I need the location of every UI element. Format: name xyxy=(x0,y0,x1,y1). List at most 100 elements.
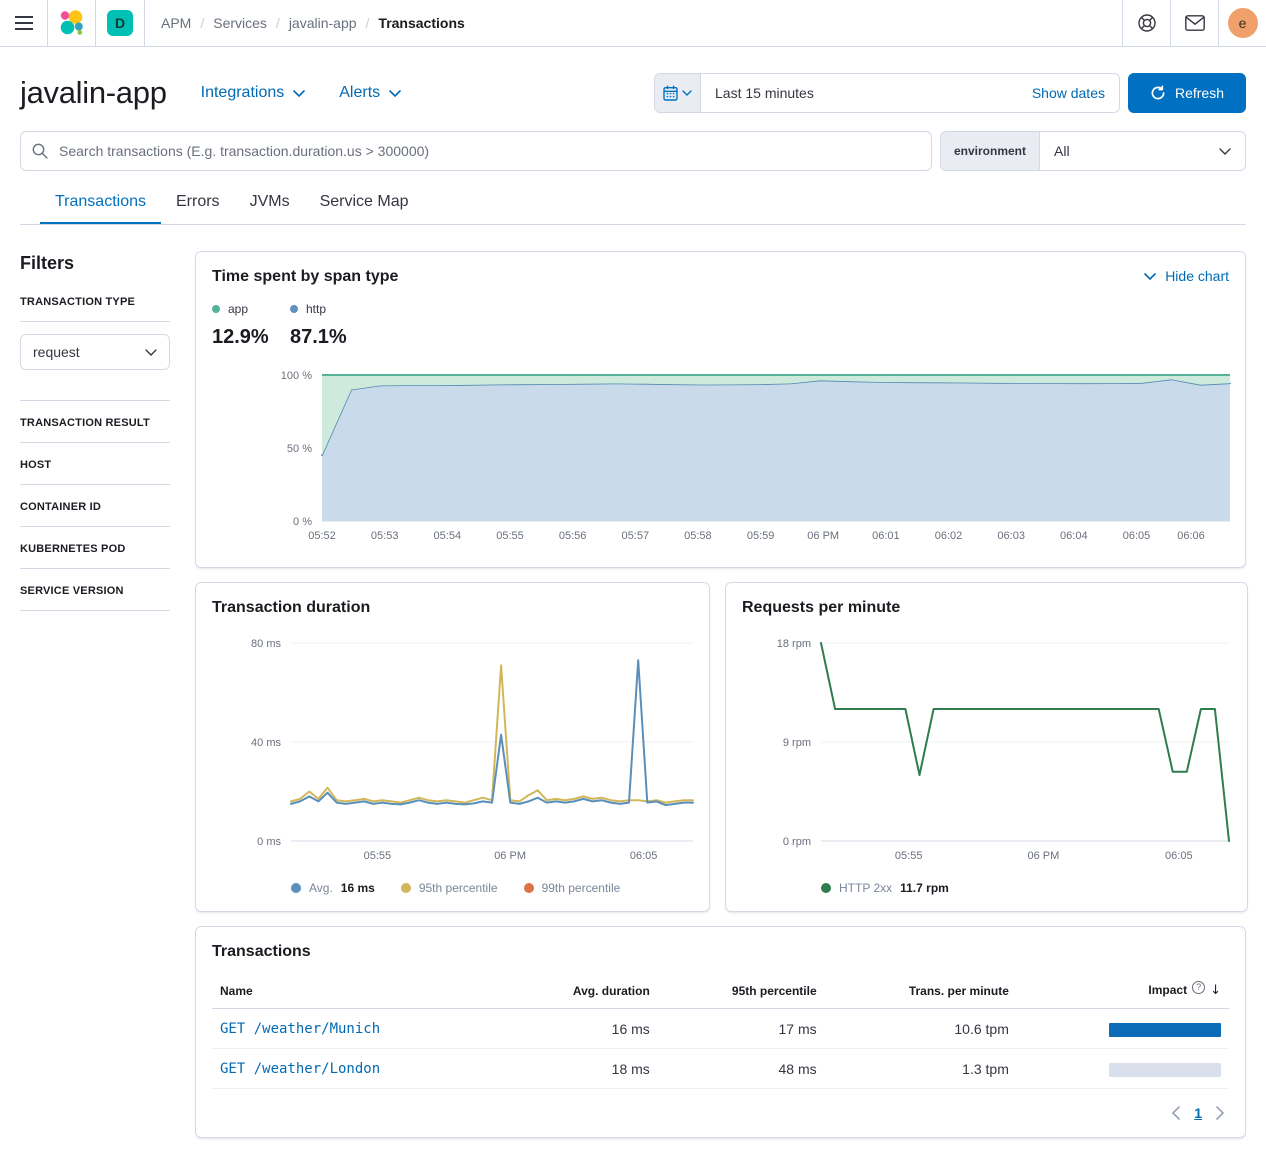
svg-text:05:53: 05:53 xyxy=(371,530,399,542)
previous-page-button[interactable] xyxy=(1171,1106,1180,1120)
svg-text:80 ms: 80 ms xyxy=(251,638,281,650)
elastic-logo-icon xyxy=(58,9,86,37)
filter-label-host[interactable]: HOST xyxy=(20,459,170,471)
filter-label-kubernetes-pod[interactable]: KUBERNETES POD xyxy=(20,543,170,555)
local-filters-sidebar: Filters TRANSACTION TYPE request TRANSAC… xyxy=(20,251,170,1152)
svg-text:06:04: 06:04 xyxy=(1060,530,1088,542)
svg-text:06:02: 06:02 xyxy=(935,530,963,542)
elastic-logo[interactable] xyxy=(48,0,96,46)
legend-dot xyxy=(524,883,534,893)
filter-transaction-result: TRANSACTION RESULT xyxy=(20,417,170,443)
integrations-menu[interactable]: Integrations xyxy=(201,84,306,102)
svg-text:100 %: 100 % xyxy=(281,370,312,382)
column-trans-per-minute[interactable]: Trans. per minute xyxy=(825,973,1017,1009)
user-menu[interactable]: e xyxy=(1218,0,1266,46)
svg-text:05:56: 05:56 xyxy=(559,530,587,542)
breadcrumb-services[interactable]: Services xyxy=(213,15,267,31)
quick-select-button[interactable] xyxy=(655,74,701,112)
p95-cell: 48 ms xyxy=(658,1049,825,1089)
question-icon[interactable]: ? xyxy=(1192,981,1205,994)
help-button[interactable] xyxy=(1122,0,1170,46)
rpm-chart-legend: HTTP 2xx 11.7 rpm xyxy=(742,881,1231,895)
requests-per-minute-chart[interactable]: 0 rpm9 rpm18 rpm05:5506 PM06:05 xyxy=(742,633,1231,871)
svg-text:06:01: 06:01 xyxy=(872,530,900,542)
search-input[interactable] xyxy=(20,131,932,171)
chevron-right-icon xyxy=(1216,1106,1225,1120)
tab-transactions[interactable]: Transactions xyxy=(40,193,161,224)
breadcrumb: APM / Services / javalin-app / Transacti… xyxy=(145,0,1122,46)
next-page-button[interactable] xyxy=(1216,1106,1225,1120)
span-chart-title: Time spent by span type xyxy=(212,268,398,286)
filter-label-container-id[interactable]: CONTAINER ID xyxy=(20,501,170,513)
table-row: GET /weather/London 18 ms 48 ms 1.3 tpm xyxy=(212,1049,1229,1089)
space-switcher[interactable]: D xyxy=(96,0,145,46)
svg-text:50 %: 50 % xyxy=(287,443,312,455)
avg-duration-cell: 18 ms xyxy=(504,1049,658,1089)
chevron-down-icon xyxy=(145,349,157,356)
chevron-down-icon xyxy=(293,90,305,97)
legend-dot xyxy=(821,883,831,893)
transaction-type-select[interactable]: request xyxy=(20,334,170,370)
filter-label-service-version[interactable]: SERVICE VERSION xyxy=(20,585,170,597)
alerts-menu[interactable]: Alerts xyxy=(339,84,401,102)
refresh-button[interactable]: Refresh xyxy=(1128,73,1246,113)
legend-item-http: http xyxy=(290,302,368,316)
column-95th-percentile[interactable]: 95th percentile xyxy=(658,973,825,1009)
tab-errors[interactable]: Errors xyxy=(161,193,235,224)
filter-kubernetes-pod: KUBERNETES POD xyxy=(20,543,170,569)
page-number[interactable]: 1 xyxy=(1194,1105,1202,1121)
transaction-duration-chart[interactable]: 0 ms40 ms80 ms05:5506 PM06:05 xyxy=(212,633,695,871)
column-avg-duration[interactable]: Avg. duration xyxy=(504,973,658,1009)
http-percentage: 87.1% xyxy=(290,326,368,349)
search-container xyxy=(20,131,932,171)
legend-item-app: app xyxy=(212,302,290,316)
show-dates-link[interactable]: Show dates xyxy=(1032,85,1119,101)
svg-text:40 ms: 40 ms xyxy=(251,737,281,749)
date-picker: Last 15 minutes Show dates xyxy=(654,73,1120,113)
search-icon xyxy=(32,143,48,159)
svg-text:05:55: 05:55 xyxy=(895,850,923,862)
duration-chart-title: Transaction duration xyxy=(212,599,693,617)
legend-dot xyxy=(212,305,220,313)
column-impact[interactable]: Impact?↓ xyxy=(1017,973,1229,1009)
span-type-card: Time spent by span type Hide chart app h… xyxy=(195,251,1246,568)
filter-label-transaction-result[interactable]: TRANSACTION RESULT xyxy=(20,417,170,429)
hide-chart-link[interactable]: Hide chart xyxy=(1144,268,1229,284)
tab-service-map[interactable]: Service Map xyxy=(305,193,424,224)
filter-container-id: CONTAINER ID xyxy=(20,501,170,527)
svg-text:06 PM: 06 PM xyxy=(494,850,526,862)
transaction-link[interactable]: GET /weather/London xyxy=(220,1061,380,1077)
time-range-value[interactable]: Last 15 minutes xyxy=(701,85,814,101)
impact-bar xyxy=(1109,1063,1221,1077)
breadcrumb-apm[interactable]: APM xyxy=(161,15,191,31)
requests-per-minute-card: Requests per minute 0 rpm9 rpm18 rpm05:5… xyxy=(725,582,1248,912)
svg-text:0 ms: 0 ms xyxy=(257,836,281,848)
p95-cell: 17 ms xyxy=(658,1009,825,1049)
legend-item-http2xx: HTTP 2xx 11.7 rpm xyxy=(821,881,949,895)
tab-jvms[interactable]: JVMs xyxy=(235,193,305,224)
chevron-down-icon xyxy=(389,90,401,97)
table-row: GET /weather/Munich 16 ms 17 ms 10.6 tpm xyxy=(212,1009,1229,1049)
mail-icon xyxy=(1185,15,1205,31)
transaction-duration-card: Transaction duration 0 ms40 ms80 ms05:55… xyxy=(195,582,710,912)
sort-desc-icon: ↓ xyxy=(1210,983,1221,998)
legend-item-95th: 95th percentile xyxy=(401,881,498,895)
svg-text:05:58: 05:58 xyxy=(684,530,712,542)
transaction-link[interactable]: GET /weather/Munich xyxy=(220,1021,380,1037)
span-type-chart[interactable]: 0 %50 %100 %05:5205:5305:5405:5505:5605:… xyxy=(212,365,1231,551)
environment-select[interactable]: All xyxy=(1040,132,1245,170)
menu-button[interactable] xyxy=(0,0,48,46)
transactions-table-card: Transactions Name Avg. duration 95th per… xyxy=(195,926,1246,1138)
legend-dot xyxy=(291,883,301,893)
svg-text:05:54: 05:54 xyxy=(434,530,462,542)
newsfeed-button[interactable] xyxy=(1170,0,1218,46)
impact-bar xyxy=(1109,1023,1221,1037)
legend-item-99th: 99th percentile xyxy=(524,881,621,895)
column-name[interactable]: Name xyxy=(212,973,504,1009)
svg-text:06:03: 06:03 xyxy=(997,530,1025,542)
breadcrumb-service[interactable]: javalin-app xyxy=(289,15,357,31)
refresh-icon xyxy=(1150,85,1166,101)
svg-text:06 PM: 06 PM xyxy=(807,530,839,542)
svg-text:06:05: 06:05 xyxy=(630,850,658,862)
legend-item-avg: Avg. 16 ms xyxy=(291,881,375,895)
